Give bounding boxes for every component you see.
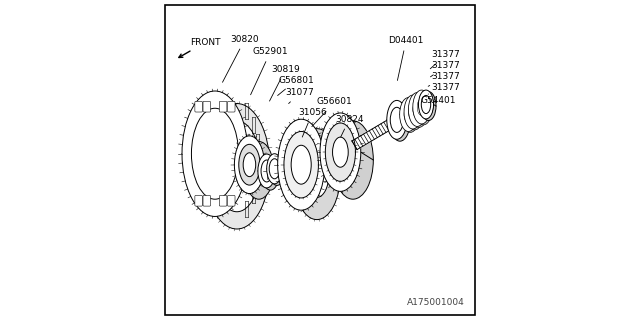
FancyBboxPatch shape [203, 101, 211, 112]
Ellipse shape [239, 144, 260, 185]
Ellipse shape [410, 105, 419, 121]
Ellipse shape [269, 155, 285, 185]
Ellipse shape [404, 95, 422, 129]
Text: 31056: 31056 [298, 108, 327, 137]
FancyBboxPatch shape [195, 196, 202, 206]
Ellipse shape [213, 121, 260, 212]
FancyBboxPatch shape [195, 101, 202, 112]
Ellipse shape [421, 92, 436, 121]
Text: G56601: G56601 [312, 98, 353, 127]
Ellipse shape [410, 93, 428, 127]
Ellipse shape [267, 154, 282, 184]
Ellipse shape [413, 101, 422, 118]
Polygon shape [352, 119, 395, 149]
Ellipse shape [262, 156, 279, 190]
Ellipse shape [387, 100, 407, 139]
Ellipse shape [424, 97, 433, 115]
Ellipse shape [269, 159, 280, 179]
FancyBboxPatch shape [220, 101, 227, 112]
Text: 30819: 30819 [269, 65, 300, 101]
Ellipse shape [399, 98, 417, 132]
Ellipse shape [182, 91, 248, 216]
Ellipse shape [293, 129, 340, 220]
Ellipse shape [390, 102, 410, 141]
Ellipse shape [320, 113, 361, 191]
Ellipse shape [413, 90, 430, 124]
Ellipse shape [234, 136, 264, 194]
Ellipse shape [325, 123, 355, 181]
Text: 31377: 31377 [430, 51, 460, 69]
Ellipse shape [417, 99, 426, 116]
Ellipse shape [261, 160, 273, 182]
Ellipse shape [406, 96, 424, 130]
Ellipse shape [291, 145, 311, 184]
Text: G54401: G54401 [420, 96, 456, 105]
Ellipse shape [419, 90, 433, 119]
Text: G52901: G52901 [251, 47, 288, 95]
Ellipse shape [243, 153, 256, 177]
FancyBboxPatch shape [227, 101, 235, 112]
Ellipse shape [284, 132, 319, 198]
Text: 31377: 31377 [428, 72, 460, 86]
Ellipse shape [408, 92, 426, 126]
Text: G56801: G56801 [278, 76, 314, 95]
Ellipse shape [394, 109, 406, 134]
Ellipse shape [191, 108, 239, 199]
Text: 31377: 31377 [428, 84, 460, 94]
Text: D04401: D04401 [388, 36, 424, 80]
Ellipse shape [333, 121, 373, 199]
Ellipse shape [333, 137, 348, 167]
Ellipse shape [278, 119, 324, 210]
Ellipse shape [406, 107, 415, 124]
Text: FRONT: FRONT [179, 38, 220, 58]
Text: 30824: 30824 [335, 115, 364, 137]
Text: 31377: 31377 [431, 61, 460, 77]
Ellipse shape [419, 100, 428, 116]
Ellipse shape [401, 99, 419, 132]
Ellipse shape [421, 95, 431, 114]
FancyBboxPatch shape [220, 196, 227, 206]
FancyBboxPatch shape [203, 196, 211, 206]
Text: 30820: 30820 [223, 35, 259, 82]
Ellipse shape [244, 141, 274, 199]
Ellipse shape [404, 106, 413, 123]
Ellipse shape [415, 102, 424, 119]
Text: 31077: 31077 [285, 88, 314, 104]
Ellipse shape [408, 104, 417, 121]
Text: A175001004: A175001004 [406, 298, 464, 308]
Ellipse shape [204, 104, 270, 229]
Ellipse shape [415, 91, 432, 125]
Ellipse shape [305, 151, 329, 197]
FancyBboxPatch shape [227, 196, 235, 206]
Ellipse shape [390, 107, 403, 132]
Ellipse shape [258, 154, 275, 188]
